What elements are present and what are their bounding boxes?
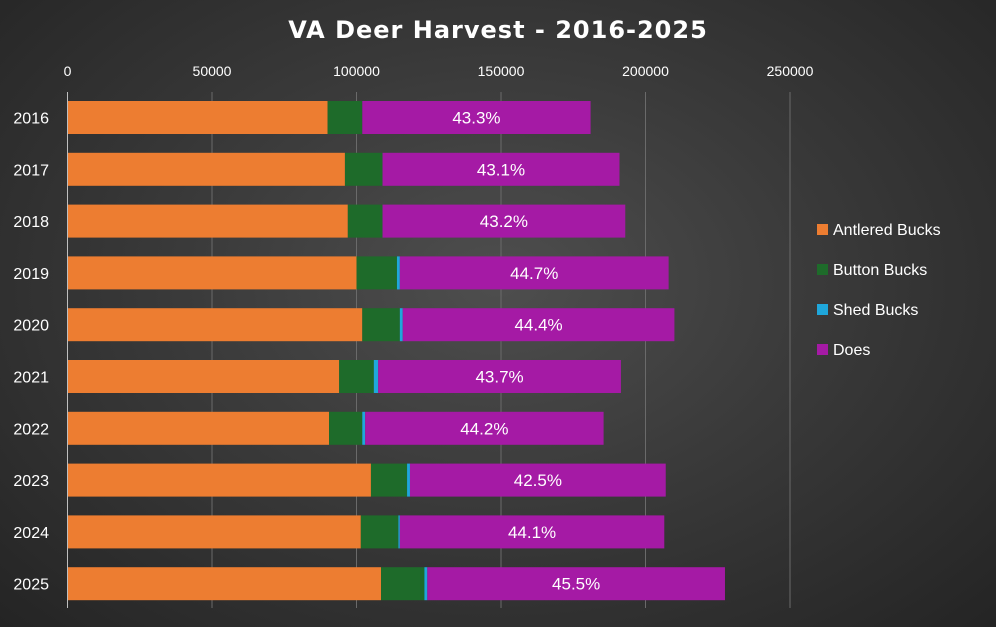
bar-shed-bucks: [362, 411, 366, 445]
bar-antlered-bucks: [67, 101, 328, 134]
bar-button-bucks: [347, 204, 383, 238]
bar-does: [382, 204, 626, 238]
data-label: 44.1%: [508, 523, 556, 542]
x-tick-label: 150000: [478, 63, 525, 79]
y-tick-label: 2018: [13, 214, 49, 231]
legend-label[interactable]: Button Bucks: [833, 262, 927, 279]
y-tick-label: 2017: [13, 162, 49, 179]
legend-label[interactable]: Does: [833, 342, 870, 359]
bar-does: [382, 152, 620, 186]
bar-button-bucks: [344, 152, 383, 186]
bar-button-bucks: [327, 101, 363, 134]
bar-shed-bucks: [398, 515, 400, 549]
bar-antlered-bucks: [67, 411, 330, 445]
data-label: 43.3%: [452, 109, 500, 128]
chart-title: VA Deer Harvest - 2016-2025: [288, 16, 708, 44]
legend-label[interactable]: Antlered Bucks: [833, 222, 941, 239]
bar-button-bucks: [381, 567, 425, 601]
bar-shed-bucks: [396, 256, 400, 290]
data-label: 43.7%: [475, 368, 523, 387]
data-labels: 43.3% 43.1% 43.2% 44.7% 44.4% 43.7% 44.2% 42.5%…: [452, 109, 600, 594]
y-tick-label: 2020: [13, 318, 49, 335]
bar-does: [362, 101, 591, 134]
bar-button-bucks: [362, 308, 400, 342]
legend-swatch[interactable]: [817, 304, 828, 315]
legend-swatch[interactable]: [817, 224, 828, 235]
bar-button-bucks: [360, 515, 399, 549]
bar-button-bucks: [339, 360, 374, 393]
data-label: 45.5%: [552, 575, 600, 594]
bar-does: [399, 256, 669, 290]
y-axis-ticks: 2016 2017 2018 2019 2020 2021 2022 2023 2024 2025: [13, 111, 49, 594]
x-tick-label: 50000: [193, 63, 232, 79]
bar-button-bucks: [370, 463, 408, 497]
x-tick-label: 250000: [767, 63, 814, 79]
bar-button-bucks: [356, 256, 397, 290]
y-tick-label: 2023: [13, 473, 49, 490]
legend-label[interactable]: Shed Bucks: [833, 302, 918, 319]
y-tick-label: 2021: [13, 370, 49, 387]
legend[interactable]: Antlered Bucks Button Bucks Shed Bucks Does: [817, 222, 941, 359]
bar-antlered-bucks: [67, 152, 345, 186]
bar-does: [427, 567, 725, 601]
y-tick-label: 2022: [13, 421, 49, 438]
bar-shed-bucks: [424, 567, 428, 601]
bar-does: [402, 308, 675, 342]
y-tick-label: 2024: [13, 525, 49, 542]
x-tick-label: 0: [64, 63, 72, 79]
legend-swatch[interactable]: [817, 344, 828, 355]
y-tick-label: 2019: [13, 266, 49, 283]
bars: [67, 101, 725, 601]
bar-does: [409, 463, 666, 497]
bar-antlered-bucks: [67, 204, 348, 238]
y-tick-label: 2025: [13, 577, 49, 594]
bar-antlered-bucks: [67, 308, 363, 342]
bar-does: [365, 411, 604, 445]
data-label: 43.2%: [480, 212, 528, 231]
bar-does: [378, 360, 621, 393]
x-tick-label: 100000: [333, 63, 380, 79]
data-label: 44.7%: [510, 264, 558, 283]
data-label: 43.1%: [477, 160, 525, 179]
bar-shed-bucks: [373, 360, 379, 393]
bar-button-bucks: [329, 411, 363, 445]
y-tick-label: 2016: [13, 111, 49, 128]
data-label: 44.2%: [460, 419, 508, 438]
x-tick-label: 200000: [622, 63, 669, 79]
bar-antlered-bucks: [67, 256, 357, 290]
bar-antlered-bucks: [67, 515, 361, 549]
bar-does: [399, 515, 665, 549]
data-label: 42.5%: [514, 471, 562, 490]
data-label: 44.4%: [514, 316, 562, 335]
bar-antlered-bucks: [67, 463, 371, 497]
legend-swatch[interactable]: [817, 264, 828, 275]
bar-shed-bucks: [399, 308, 403, 342]
bar-shed-bucks: [407, 463, 410, 497]
x-axis-ticks: 0 50000 100000 150000 200000 250000: [64, 63, 814, 79]
bar-antlered-bucks: [67, 360, 340, 393]
bar-antlered-bucks: [67, 567, 382, 601]
